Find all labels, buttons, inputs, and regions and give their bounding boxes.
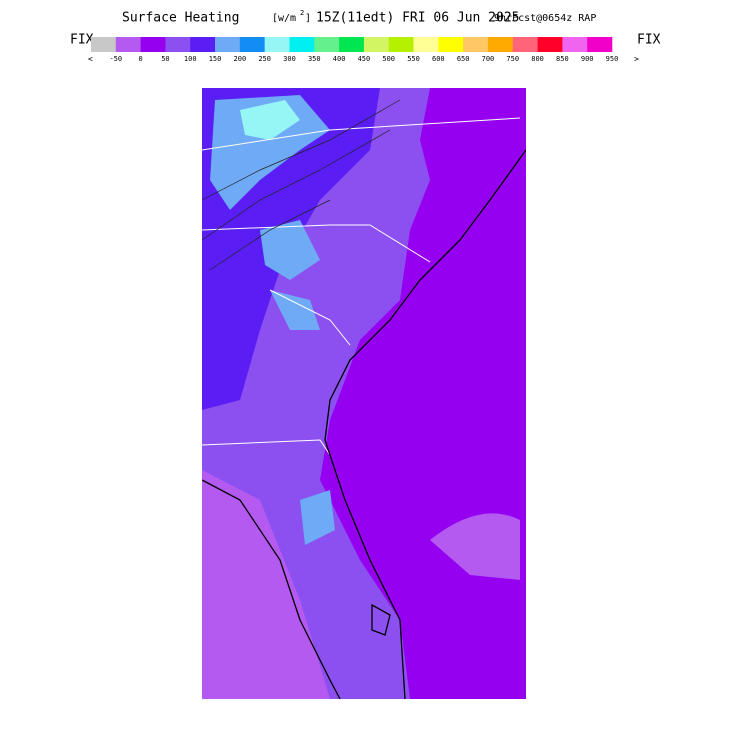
- fix-left: FIX: [70, 33, 94, 48]
- colorbar-label: 0: [139, 55, 143, 63]
- title: Surface Heating: [122, 11, 239, 26]
- color-swatch: [140, 37, 166, 52]
- color-swatch: [215, 37, 241, 52]
- fix-right: FIX: [637, 33, 661, 48]
- colorbar-label: 350: [308, 55, 321, 63]
- high-arrow: >: [634, 55, 639, 64]
- colorbar-label: 100: [184, 55, 197, 63]
- colorbar-label: 150: [209, 55, 222, 63]
- model-run: 9hrFcst@0654z RAP: [494, 13, 596, 24]
- colorbar-label: 650: [457, 55, 470, 63]
- color-swatch: [314, 37, 340, 52]
- colorbar-label: 200: [234, 55, 247, 63]
- color-swatch: [487, 37, 514, 52]
- colorbar-label: 400: [333, 55, 346, 63]
- colorbar-label: 250: [258, 55, 271, 63]
- colorbar-label: 800: [531, 55, 544, 63]
- color-swatch: [562, 37, 588, 52]
- colorbar-label: 550: [407, 55, 420, 63]
- color-swatch: [363, 37, 390, 52]
- colorbar-label: 950: [606, 55, 619, 63]
- colorbar-label: 300: [283, 55, 296, 63]
- colorbar-label: 900: [581, 55, 594, 63]
- color-swatch: [512, 37, 538, 52]
- color-swatch: [289, 37, 315, 52]
- colorbar-label: -50: [109, 55, 122, 63]
- colorbar-label: 750: [506, 55, 519, 63]
- colorbar-label: 700: [482, 55, 495, 63]
- color-swatch: [190, 37, 216, 52]
- color-swatch: [339, 37, 365, 52]
- colorbar-label: 450: [358, 55, 371, 63]
- colorbar: -50 0 50 100 150 200 250 300 350 400 450 500 550 600 6…: [91, 37, 618, 63]
- units-power: 2: [300, 9, 304, 17]
- color-swatch: [438, 37, 464, 52]
- map: [202, 88, 526, 699]
- valid-time: 15Z(11edt) FRI 06 Jun 2025: [316, 11, 520, 26]
- color-swatch: [587, 37, 613, 52]
- colorbar-label: 600: [432, 55, 445, 63]
- color-swatch: [413, 37, 439, 52]
- color-swatch: [264, 37, 290, 52]
- color-swatch: [165, 37, 191, 52]
- units-suffix: ]: [305, 13, 311, 24]
- color-swatch: [91, 37, 117, 52]
- colorbar-label: 850: [556, 55, 569, 63]
- color-swatch: [388, 37, 414, 52]
- color-swatch: [537, 37, 563, 52]
- color-swatch: [115, 37, 141, 52]
- low-arrow: <: [88, 55, 93, 64]
- units-prefix: [w/m: [272, 13, 296, 24]
- color-swatch: [239, 37, 265, 52]
- colorbar-label: 500: [382, 55, 395, 63]
- color-swatch: [463, 37, 489, 52]
- colorbar-label: 50: [161, 55, 169, 63]
